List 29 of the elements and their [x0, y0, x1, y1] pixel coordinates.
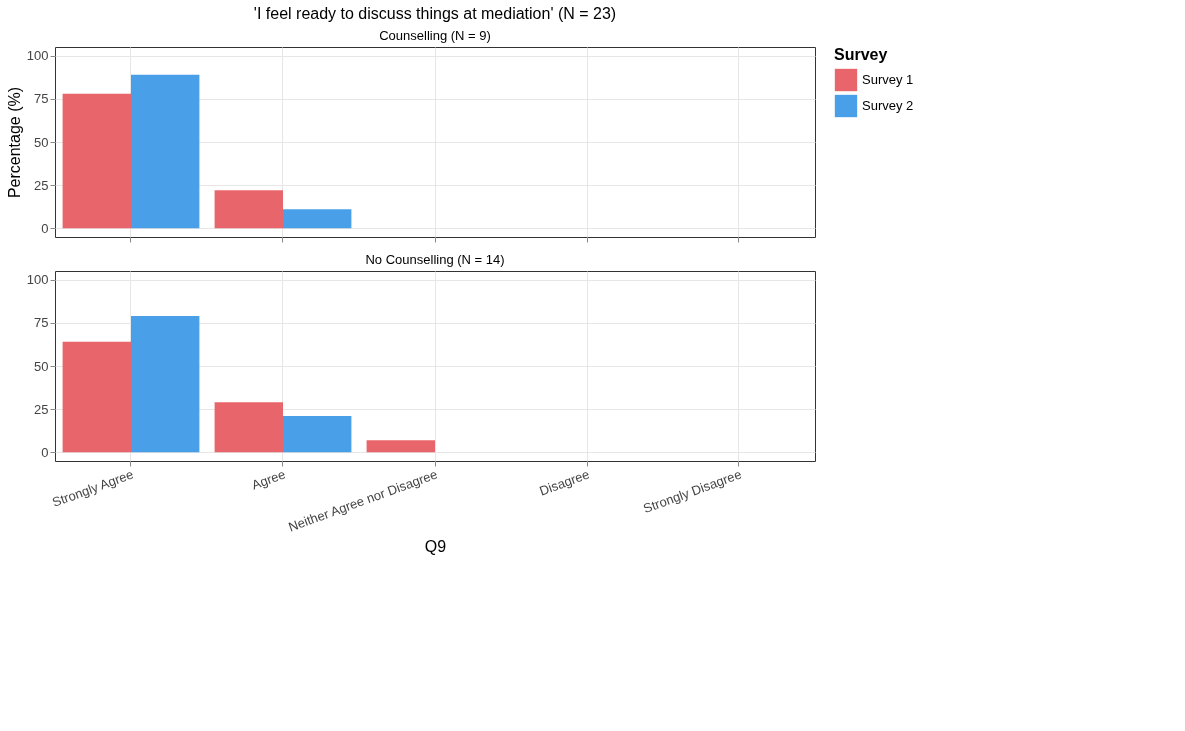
y-axis-title: Percentage (%) — [5, 86, 23, 199]
y-tick-label: 50 — [34, 358, 49, 374]
bar — [62, 93, 131, 229]
chart-subtitle: No Counselling (N = 14) — [365, 252, 505, 267]
bar — [366, 440, 435, 453]
bar — [62, 341, 131, 453]
bar — [131, 315, 200, 453]
x-tick-label: Agree — [249, 466, 288, 493]
bar — [214, 190, 283, 229]
x-axis-title: Q9 — [424, 537, 447, 555]
bar — [214, 402, 283, 453]
y-tick-label: 25 — [34, 401, 49, 417]
x-tick-label: Strongly Agree — [50, 466, 136, 510]
legend-label: Survey 2 — [862, 98, 914, 113]
y-tick-label: 25 — [34, 177, 49, 193]
y-tick-label: 100 — [26, 272, 49, 288]
y-tick-label: 100 — [26, 48, 49, 64]
y-tick-label: 0 — [41, 444, 49, 460]
bar — [283, 416, 352, 453]
legend-title: Survey — [834, 46, 888, 63]
y-tick-label: 50 — [34, 134, 49, 150]
legend-label: Survey 1 — [862, 72, 914, 87]
bar — [131, 74, 200, 229]
bar — [283, 209, 352, 229]
y-tick-label: 75 — [34, 315, 49, 331]
y-tick-label: 0 — [41, 220, 49, 236]
y-tick-label: 75 — [34, 91, 49, 107]
chart-title: 'I feel ready to discuss things at mediation' (N = 23) — [253, 5, 617, 22]
chart-subtitle: Counselling (N = 9) — [379, 28, 491, 43]
